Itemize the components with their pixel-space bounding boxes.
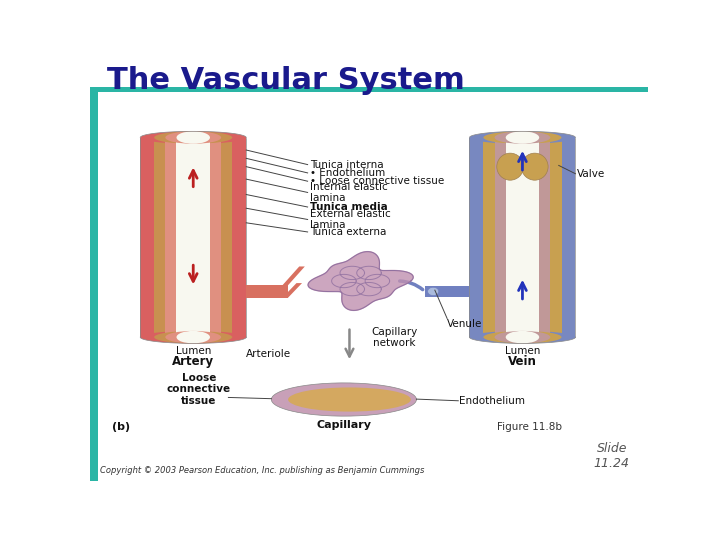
- Polygon shape: [483, 138, 495, 337]
- Polygon shape: [539, 138, 550, 337]
- Text: • Loose connective tissue: • Loose connective tissue: [310, 176, 445, 186]
- Polygon shape: [246, 285, 288, 298]
- Text: Figure 11.8b: Figure 11.8b: [498, 422, 562, 431]
- Bar: [90, 87, 648, 92]
- Text: Valve: Valve: [577, 169, 606, 179]
- Ellipse shape: [495, 331, 550, 343]
- Ellipse shape: [495, 131, 550, 144]
- Text: Internal elastic
lamina: Internal elastic lamina: [310, 181, 388, 203]
- Polygon shape: [140, 138, 154, 337]
- Ellipse shape: [166, 131, 221, 144]
- Text: Tunica media: Tunica media: [310, 202, 388, 212]
- Ellipse shape: [154, 331, 233, 343]
- Ellipse shape: [176, 331, 210, 343]
- Text: Slide
11.24: Slide 11.24: [594, 442, 630, 470]
- Text: Loose
connective
tissue: Loose connective tissue: [167, 373, 231, 406]
- Polygon shape: [176, 138, 210, 337]
- Text: Vein: Vein: [508, 355, 537, 368]
- Ellipse shape: [166, 331, 221, 343]
- Ellipse shape: [271, 383, 416, 416]
- Polygon shape: [562, 138, 575, 337]
- Text: Tunica interna: Tunica interna: [310, 160, 384, 170]
- Text: Copyright © 2003 Pearson Education, Inc. publishing as Benjamin Cummings: Copyright © 2003 Pearson Education, Inc.…: [100, 465, 424, 475]
- Ellipse shape: [497, 153, 523, 180]
- Ellipse shape: [521, 153, 548, 180]
- Bar: [90, 92, 98, 481]
- Ellipse shape: [469, 331, 575, 343]
- Text: Endothelium: Endothelium: [459, 396, 526, 406]
- Polygon shape: [425, 286, 469, 297]
- Ellipse shape: [483, 131, 562, 144]
- Text: Lumen: Lumen: [505, 346, 540, 356]
- Polygon shape: [505, 138, 539, 337]
- Polygon shape: [469, 138, 483, 337]
- Text: The Vascular System: The Vascular System: [107, 66, 464, 95]
- Polygon shape: [233, 138, 246, 337]
- Polygon shape: [154, 138, 166, 337]
- Ellipse shape: [176, 131, 210, 144]
- Polygon shape: [550, 138, 562, 337]
- Text: Capillary: Capillary: [316, 420, 372, 430]
- Polygon shape: [282, 283, 302, 298]
- Polygon shape: [308, 252, 413, 310]
- Ellipse shape: [288, 388, 411, 411]
- Polygon shape: [166, 138, 176, 337]
- Ellipse shape: [140, 131, 246, 144]
- Ellipse shape: [469, 131, 575, 144]
- Ellipse shape: [140, 331, 246, 343]
- Text: (b): (b): [112, 422, 130, 431]
- Ellipse shape: [154, 131, 233, 144]
- Text: Capillary
network: Capillary network: [371, 327, 417, 348]
- Ellipse shape: [483, 331, 562, 343]
- Text: External elastic
lamina: External elastic lamina: [310, 208, 391, 230]
- Text: Artery: Artery: [172, 355, 215, 368]
- Text: Lumen: Lumen: [176, 346, 211, 356]
- Text: Venule: Venule: [447, 319, 482, 329]
- Ellipse shape: [505, 331, 539, 343]
- Text: Arteriole: Arteriole: [246, 349, 291, 359]
- Text: Tunica externa: Tunica externa: [310, 227, 387, 237]
- Text: • Endothelium: • Endothelium: [310, 168, 386, 178]
- Polygon shape: [210, 138, 221, 337]
- Polygon shape: [495, 138, 505, 337]
- Polygon shape: [282, 266, 305, 285]
- Ellipse shape: [428, 287, 438, 295]
- Ellipse shape: [505, 131, 539, 144]
- Polygon shape: [221, 138, 233, 337]
